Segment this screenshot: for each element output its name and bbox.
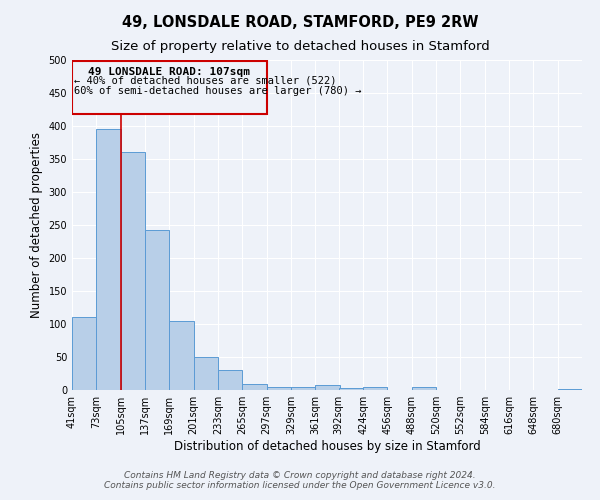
- Y-axis label: Number of detached properties: Number of detached properties: [30, 132, 43, 318]
- Bar: [557, 388, 582, 390]
- Text: Size of property relative to detached houses in Stamford: Size of property relative to detached ho…: [110, 40, 490, 53]
- Bar: [72, 62, 266, 114]
- Bar: [97, 130, 121, 390]
- Bar: [242, 384, 266, 390]
- Bar: [315, 386, 340, 390]
- Bar: [194, 357, 218, 390]
- Text: 49 LONSDALE ROAD: 107sqm: 49 LONSDALE ROAD: 107sqm: [88, 66, 250, 76]
- Bar: [72, 318, 97, 390]
- Bar: [145, 230, 169, 390]
- Bar: [266, 386, 291, 390]
- Text: 60% of semi-detached houses are larger (780) →: 60% of semi-detached houses are larger (…: [74, 86, 362, 96]
- Bar: [363, 386, 388, 390]
- Bar: [291, 386, 315, 390]
- Text: 49, LONSDALE ROAD, STAMFORD, PE9 2RW: 49, LONSDALE ROAD, STAMFORD, PE9 2RW: [122, 15, 478, 30]
- Bar: [169, 320, 194, 390]
- X-axis label: Distribution of detached houses by size in Stamford: Distribution of detached houses by size …: [173, 440, 481, 453]
- Bar: [218, 370, 242, 390]
- Text: ← 40% of detached houses are smaller (522): ← 40% of detached houses are smaller (52…: [74, 76, 337, 86]
- Bar: [121, 152, 145, 390]
- Bar: [412, 386, 436, 390]
- Text: Contains HM Land Registry data © Crown copyright and database right 2024.
Contai: Contains HM Land Registry data © Crown c…: [104, 470, 496, 490]
- Bar: [339, 388, 363, 390]
